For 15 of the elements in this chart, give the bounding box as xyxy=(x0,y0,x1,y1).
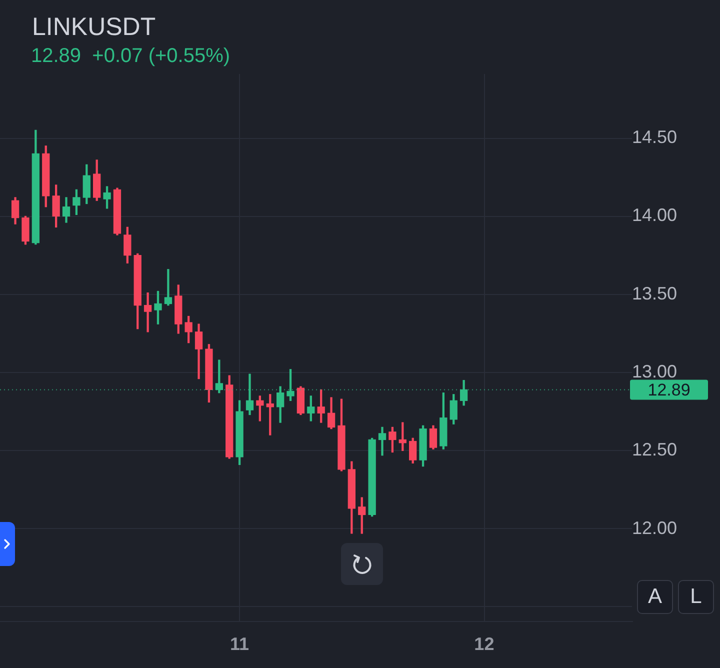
y-tick-label: 12.00 xyxy=(632,518,678,538)
chart-subtitle: 12.89 +0.07 (+0.55%) xyxy=(31,44,230,68)
text: L xyxy=(689,585,703,609)
y-tick-label: 14.50 xyxy=(632,127,678,148)
x-tick-label: 12 xyxy=(474,634,494,654)
candlestick xyxy=(144,292,152,332)
y-tick-label: 13.50 xyxy=(632,283,678,304)
y-tick-label: 13.00 xyxy=(632,361,678,382)
y-tick-label: 14.00 xyxy=(632,205,678,226)
candlestick xyxy=(164,269,172,306)
y-tick-label: 12.50 xyxy=(632,440,678,460)
ref-line-label: 12.89 xyxy=(648,380,690,400)
x-tick-label: 11 xyxy=(230,634,250,654)
chart-title: LINKUSDT xyxy=(32,12,156,42)
text: A xyxy=(646,585,663,609)
